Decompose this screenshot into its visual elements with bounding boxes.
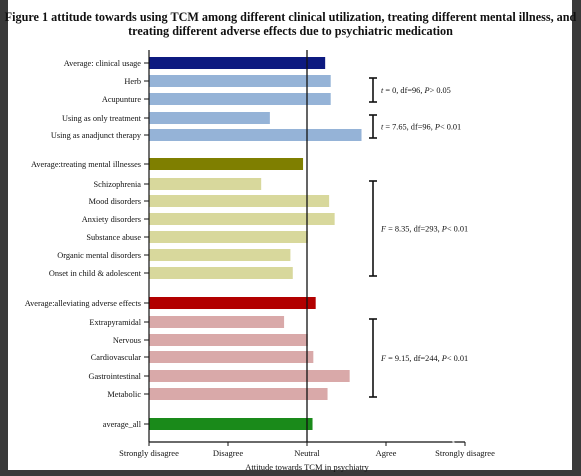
category-label: Average:treating mental illnesses [31,160,141,169]
category-label: Gastrointestinal [88,372,141,381]
bar [149,388,328,400]
x-tick-label: Strongly disagree [435,448,495,458]
category-label: Mood disorders [89,197,141,206]
x-tick-label: Neutral [294,448,320,458]
category-label: Nervous [113,336,141,345]
bar [149,158,304,170]
bar [149,370,350,382]
bar [149,231,308,243]
category-label: average_all [103,420,142,429]
category-label: Herb [124,77,141,86]
category-label: Metabolic [107,390,141,399]
bar [149,418,313,430]
significance-annotation: F = 9.15, df=244, P< 0.01 [380,354,468,363]
category-label: Anxiety disorders [82,215,141,224]
category-label: Substance abuse [86,233,141,242]
bar [149,334,308,346]
bar [149,249,291,261]
category-label: Average:alleviating adverse effects [25,299,141,308]
bar [149,297,316,309]
x-tick-label: Strongly disagree [119,448,179,458]
x-tick-label: Agree [376,448,397,458]
significance-annotation: t = 7.65, df=96, P< 0.01 [381,123,461,132]
bar [149,75,331,87]
category-label: Organic mental disorders [57,251,141,260]
category-label: Extrapyramidal [89,318,141,327]
watermark-logo: 医学部 [452,424,572,464]
bar [149,195,330,207]
bar [149,57,326,69]
bar [149,351,314,363]
category-label: Using as anadjunct therapy [51,131,142,140]
bar [149,178,262,190]
bar [149,267,293,279]
watermark-text: 医学部 [484,432,536,451]
x-tick-label: Disagree [213,448,243,458]
bar [149,316,285,328]
significance-annotation: t = 0, df=96, P> 0.05 [381,86,451,95]
category-label: Onset in child & adolescent [49,269,142,278]
watermark-icon [452,426,478,452]
bar [149,112,270,124]
category-label: Acupunture [102,95,141,104]
significance-annotation: F = 8.35, df=293, P< 0.01 [380,225,468,234]
category-label: Schizophrenia [94,180,142,189]
bar [149,213,335,225]
bar [149,93,331,105]
chart-title: Figure 1 attitude towards using TCM amon… [0,10,581,38]
x-axis-label: Attitude towards TCM in psychiatry [245,462,369,472]
chart-title-line: Figure 1 attitude towards using TCM amon… [4,10,577,24]
category-label: Cardiovascular [91,353,141,362]
category-label: Using as only treatment [62,114,142,123]
chart-title-line: treating different adverse effects due t… [128,24,453,38]
bar [149,129,362,141]
category-label: Average: clinical usage [64,59,142,68]
